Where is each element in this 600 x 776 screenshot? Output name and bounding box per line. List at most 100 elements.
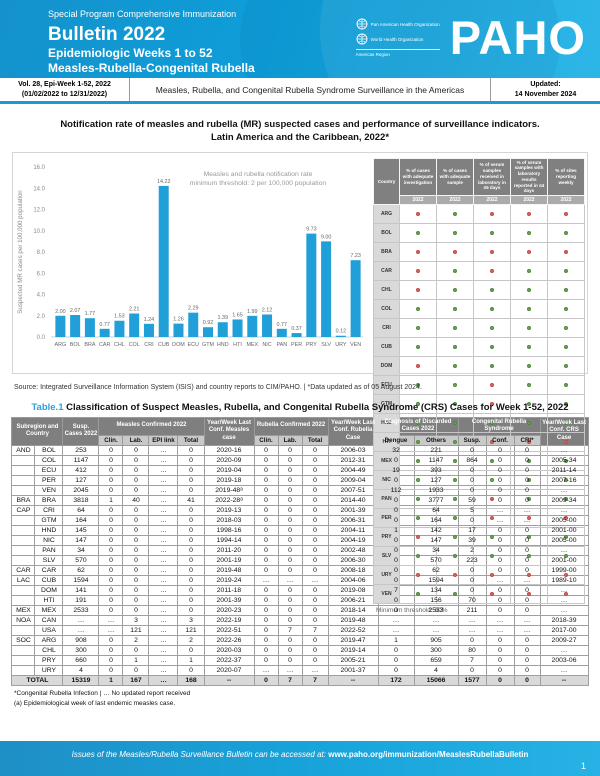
x-tick-label: PRY [306,342,317,348]
bar-PRY [306,233,317,337]
status-dot-fail-icon [416,269,420,274]
status-dot-pass-icon [416,554,420,559]
status-dot-pass-icon [564,326,568,331]
status-dot-fail-icon [453,573,457,578]
status-dot-pass-icon [527,307,531,312]
program-name: Special Program Comprehensive Immunizati… [48,9,237,19]
bar-MEX [247,315,258,337]
table-row-ARG: SOC ARG 908 0 2… 2 2022-26 0 0 0 2019-47 1 905 0 0 0 200… [11,635,589,647]
status-dot-pass-icon [490,288,494,293]
status-dot-fail-icon [564,250,568,255]
who-emblem-icon [356,33,368,46]
indicator-year-header: 2022 [473,194,511,206]
table-row-CUB: LAC CUB 1594 0 0… 0 2019-24……… 2004-06 0 1594 0…… 1… [11,575,589,587]
x-tick-label: GTM [202,342,214,348]
status-dot-pass-icon [416,459,420,464]
info-bar: Vol. 28, Epi-Week 1-52, 2022 (01/02/2022… [0,78,600,104]
y-tick-label: 2.0 [37,313,46,319]
bar-value-label: 2.00 [55,308,66,314]
status-dot-pass-icon [490,326,494,331]
bar-CHL [114,320,125,337]
status-dot-pass-icon [453,592,457,597]
bar-GTM [203,326,213,337]
indicator-col-header: Country [373,157,400,206]
indicator-row-ARG: ARG [373,204,585,225]
figure-title: Notification rate of measles and rubella… [0,118,600,145]
footer-url-link[interactable]: www.paho.org/immunization/MeaslesRubella… [328,750,529,759]
bar-value-label: 1.77 [85,311,96,317]
americas-region-label: Americas Region [355,49,440,57]
indicator-country: BOL [373,223,400,244]
status-dot-pass-icon [564,383,568,388]
status-dot-fail-icon [490,269,494,274]
subcol-measles-total: Total [177,435,205,447]
status-dot-fail-icon [453,250,457,255]
x-tick-label: VEN [350,342,361,348]
table-row-CAN: NOA CAN…… 3… 3 2022-19 0 0 0 2019-48…………… 2018-39 [11,615,589,627]
bar-value-label: 14.22 [157,179,171,185]
table-row-PRY: PRY 660 0 1… 1 2022-37 0 0 0 2005-21 0 659 7 0 0 2003-0… [11,655,589,667]
status-dot-pass-icon [490,459,494,464]
header-banner: Special Program Comprehensive Immunizati… [0,0,600,78]
status-dot-pass-icon [416,307,420,312]
bar-value-label: 1.99 [247,308,257,314]
x-tick-label: BRA [84,342,95,348]
table-footnotes: *Congenital Rubella Infection | … No upd… [14,689,586,708]
col-rubella-confirmed: Rubella Confirmed 2022 [253,416,329,437]
date-range-line: (01/02/2022 to 12/31/2022) [21,90,108,98]
status-dot-fail-icon [490,212,494,217]
status-dot-fail-icon [490,497,494,502]
col-yw-rubella: Year/Week Last Conf. Rubella Case [327,416,379,447]
col-measles-confirmed: Measles Confirmed 2022 [98,416,205,437]
x-tick-label: MEX [246,342,258,348]
bar-HND [217,321,228,337]
indicator-year-header: 2022 [547,194,585,206]
footer-banner: Issues of the Measles/Rubella Surveillan… [0,741,600,776]
status-dot-pass-icon [453,345,457,350]
status-dot-pass-icon [453,326,457,331]
y-tick-label: 10.0 [33,228,45,234]
table-row-ECU: ECU 412 0 0… 0 2019-04 0 0 0 2004-49 19 393 0 0 0 2011-… [11,465,589,477]
bar-PER [291,332,302,337]
status-dot-pass-icon [490,478,494,483]
bar-value-label: 2.12 [262,307,273,313]
figure-title-line1: Notification rate of measles and rubella… [60,119,540,130]
bar-value-label: 2.07 [70,308,81,314]
x-tick-label: DOM [172,342,185,348]
status-dot-pass-icon [453,307,457,312]
status-dot-pass-icon [453,497,457,502]
table-row-CHL: CHL 300 0 0… 0 2020-03 0 0 0 2019-14 0 300 80 0 0… [11,645,589,657]
footer-access-text: Issues of the Measles/Rubella Surveillan… [71,750,326,759]
indicator-row-VEN: VEN [373,584,585,605]
indicator-row-BRA: BRA [373,242,585,263]
status-dot-fail-icon [416,364,420,369]
table-row-GTM: GTM 164 0 0… 0 2018-03 0 0 0 2006-31 0 164 0…… 2005-0… [11,515,589,527]
indicator-row-CAR: CAR [373,261,585,282]
footer-text: Issues of the Measles/Rubella Surveillan… [0,750,600,759]
subcol-rubella-total: Total [301,435,329,447]
y-tick-label: 0.0 [37,335,46,341]
volume-info: Vol. 28, Epi-Week 1-52, 2022 (01/02/2022… [0,78,130,101]
bar-CRI [143,323,154,337]
status-dot-pass-icon [527,421,531,426]
subcol-measles-lab: Lab. [122,435,150,447]
table-row-USA: USA…… 121… 121 2022-51 0 7 7 2022-52…………… 2017-0… [11,625,589,637]
y-tick-label: 8.0 [37,250,46,256]
status-dot-pass-icon [527,269,531,274]
status-dot-pass-icon [453,288,457,293]
x-tick-label: COL [129,342,140,348]
x-tick-label: CAR [99,342,110,348]
bar-COL [129,313,140,337]
indicator-country: ARG [373,204,400,225]
x-tick-label: HTI [233,342,242,348]
bar-VEN [350,259,361,337]
indicator-year-header: 2022 [399,194,437,206]
status-dot-fail-icon [416,535,420,540]
table-row-MEX: MEX MEX 2533 0 0… 0 2020-23 0 0 0 2018-14 0 2533 211 0… [11,605,589,617]
status-dot-pass-icon [416,326,420,331]
status-dot-pass-icon [453,269,457,274]
status-dot-pass-icon [527,383,531,388]
bar-value-label: 0.77 [99,321,110,327]
surveillance-indicator-table: Country% of cases with adequate investig… [373,157,585,605]
chart-note-line: minimum threshold: 2 per 100,000 populat… [190,180,327,187]
